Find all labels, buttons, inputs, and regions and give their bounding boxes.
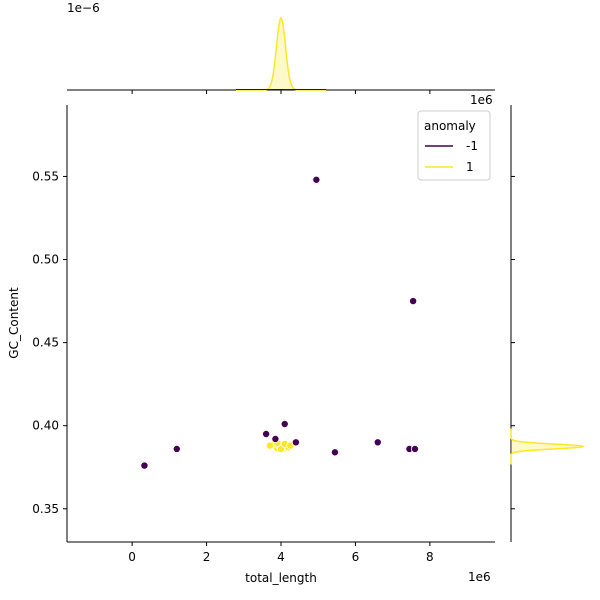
point-anomaly-neg1 (262, 429, 271, 438)
y-tick-label: 0.55 (32, 169, 59, 183)
x-offset-label: 1e6 (468, 570, 491, 584)
point-anomaly-neg1 (291, 438, 300, 447)
right-marginal-kde (510, 105, 586, 542)
top-marginal-offset-label: 1e−6 (67, 1, 100, 15)
right-marginal-offset-label: 1e6 (470, 93, 493, 107)
y-axis-label: GC_Content (7, 287, 21, 359)
point-anomaly-neg1 (410, 444, 419, 453)
point-anomaly-pos1 (265, 441, 274, 450)
point-anomaly-neg1 (172, 444, 181, 453)
x-tick-label: 4 (277, 550, 285, 564)
point-anomaly-neg1 (312, 175, 321, 184)
top-kde-fill-pos1 (236, 18, 326, 90)
point-anomaly-neg1 (280, 420, 289, 429)
y-tick-label: 0.35 (32, 502, 59, 516)
y-tick-label: 0.50 (32, 253, 59, 267)
legend-title: anomaly (424, 119, 476, 133)
x-tick-label: 2 (203, 550, 211, 564)
point-anomaly-neg1 (271, 434, 280, 443)
x-axis-label: total_length (245, 571, 317, 585)
point-anomaly-neg1 (330, 448, 339, 457)
point-anomaly-neg1 (140, 461, 149, 470)
y-tick-label: 0.45 (32, 336, 59, 350)
top-marginal-kde (67, 16, 495, 91)
legend-label-pos1: 1 (466, 160, 474, 174)
x-tick-label: 0 (128, 550, 136, 564)
x-tick-label: 6 (352, 550, 360, 564)
right-kde-line-pos1 (510, 428, 586, 465)
scatter-points (140, 175, 419, 470)
y-tick-label: 0.40 (32, 419, 59, 433)
right-kde-fill-pos1 (511, 428, 583, 465)
x-tick-label: 8 (426, 550, 434, 564)
legend-frame (417, 110, 491, 181)
tick-marks: 0 2 4 6 8 0.35 0.40 0.45 0.50 0.55 (32, 90, 515, 564)
legend-label-neg1: -1 (466, 139, 478, 153)
legend: anomaly -1 1 (417, 110, 491, 181)
point-anomaly-neg1 (373, 438, 382, 447)
point-anomaly-neg1 (409, 297, 418, 306)
